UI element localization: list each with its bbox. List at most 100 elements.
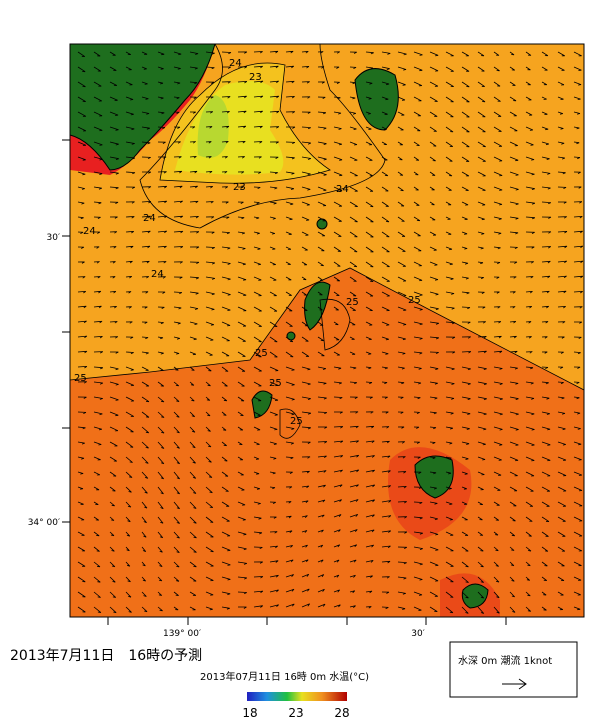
current-arrow (365, 276, 374, 282)
current-arrow (557, 486, 567, 492)
current-arrow (461, 606, 469, 614)
current-arrow (205, 441, 212, 448)
contour-label: 24 (151, 269, 164, 280)
current-arrow (349, 321, 356, 326)
current-arrow (509, 201, 519, 206)
current-arrow (285, 306, 293, 312)
current-arrow (477, 321, 486, 324)
current-arrow (77, 96, 86, 102)
current-arrow (109, 171, 119, 175)
current-arrow (189, 96, 197, 99)
current-arrow (189, 606, 196, 611)
current-arrow (125, 456, 133, 463)
current-arrow (205, 576, 214, 582)
current-arrow (221, 471, 229, 477)
current-arrow (349, 141, 358, 146)
current-arrow (285, 171, 295, 175)
current-arrow (109, 546, 115, 552)
current-arrow (413, 396, 421, 400)
current-arrow (365, 246, 374, 253)
current-arrow (573, 171, 581, 174)
current-arrow (333, 514, 342, 518)
current-arrow (477, 486, 484, 491)
current-arrow (285, 351, 294, 358)
current-arrow (493, 441, 503, 446)
current-arrow (525, 81, 531, 86)
current-arrow (157, 591, 163, 596)
current-arrow (333, 156, 343, 161)
current-arrow (541, 366, 549, 369)
current-arrow (237, 95, 247, 99)
current-arrow (397, 351, 406, 355)
current-arrow (93, 81, 102, 87)
current-arrow (397, 336, 406, 341)
current-arrow (477, 456, 486, 461)
current-arrow (509, 291, 516, 294)
current-arrow (557, 306, 566, 309)
current-arrow (141, 156, 151, 160)
current-arrow (93, 366, 104, 370)
current-arrow (109, 81, 118, 86)
current-arrow (77, 186, 85, 190)
current-arrow (525, 126, 534, 131)
current-arrow (477, 546, 484, 552)
current-arrow (157, 111, 165, 115)
current-arrow (285, 276, 292, 281)
current-arrow (413, 231, 421, 237)
current-arrow (429, 96, 438, 102)
current-arrow (541, 171, 551, 175)
current-arrow (381, 500, 392, 503)
current-arrow (333, 604, 341, 608)
current-arrow (317, 366, 327, 370)
current-arrow (109, 246, 117, 249)
current-arrow (557, 591, 564, 596)
current-arrow (285, 381, 295, 386)
current-arrow (573, 141, 580, 145)
current-arrow (349, 231, 358, 238)
current-arrow (397, 576, 407, 580)
current-arrow (205, 381, 211, 387)
current-arrow (93, 531, 100, 537)
current-arrow (349, 590, 356, 594)
current-arrow (333, 171, 343, 177)
current-arrow (157, 396, 165, 403)
current-arrow (173, 576, 180, 582)
current-arrow (381, 141, 387, 145)
current-arrow (173, 396, 180, 402)
current-arrow (109, 201, 119, 204)
current-arrow (493, 306, 501, 309)
current-arrow (477, 246, 484, 250)
current-arrow (301, 171, 311, 176)
sea-surface (70, 44, 584, 617)
current-arrow (142, 171, 152, 174)
current-arrow (125, 171, 136, 175)
current-arrow (573, 260, 584, 264)
current-arrow (573, 561, 582, 567)
current-arrow (349, 469, 360, 473)
current-arrow (141, 260, 150, 264)
current-arrow (413, 141, 420, 146)
current-arrow (445, 486, 452, 490)
current-arrow (349, 605, 356, 609)
current-arrow (237, 366, 246, 372)
current-arrow (349, 216, 358, 223)
current-arrow (573, 396, 580, 400)
current-arrow (237, 531, 247, 536)
current-arrow (445, 96, 454, 103)
current-arrow (573, 81, 582, 86)
lon-label: 30′ (411, 629, 425, 639)
current-arrow (93, 336, 103, 339)
current-arrow (365, 544, 374, 548)
current-arrow (157, 200, 168, 204)
current-arrow (525, 411, 535, 416)
current-arrow (397, 81, 406, 86)
current-arrow (445, 246, 453, 251)
current-arrow (525, 381, 534, 385)
current-arrow (493, 350, 503, 354)
current-arrow (573, 186, 582, 189)
current-arrow (525, 531, 532, 537)
contour-label: 24 (229, 58, 242, 69)
current-arrow (221, 531, 231, 537)
current-arrow (477, 471, 485, 476)
current-arrow (461, 66, 470, 72)
